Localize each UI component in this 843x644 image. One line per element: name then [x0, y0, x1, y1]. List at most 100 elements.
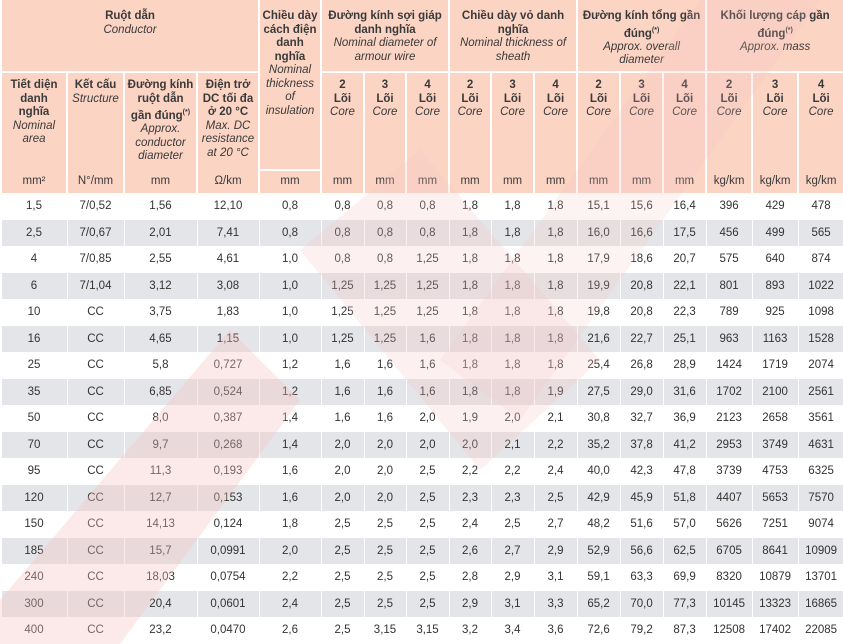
table-cell: 1,8 [448, 219, 492, 246]
table-cell: 4631 [797, 431, 843, 458]
table-cell: 2,0 [405, 431, 450, 458]
table-cell: 23,2 [123, 617, 198, 644]
table-cell: 12,7 [123, 484, 198, 511]
table-body: 1,5 7/0,52 1,56 12,10 0,8 0,8 0,8 0,8 1,8 1,8 1,8 1… [0, 193, 843, 644]
table-cell: 1,8 [533, 299, 578, 326]
table-cell: 40,0 [576, 458, 621, 485]
table-cell: 45,9 [619, 484, 664, 511]
table-cell: 0,8 [405, 193, 450, 220]
table-cell: 15,1 [576, 193, 621, 220]
table-row: 185 CC 15,7 0,0991 2,0 2,5 2,5 2,5 2,6 2,7 2,9 52,9… [0, 537, 843, 564]
table-cell: 65,2 [576, 590, 621, 617]
table-cell: 27,5 [576, 378, 621, 405]
table-cell: 5,8 [123, 352, 198, 379]
armour-core-header: 3 Lõi Core [363, 72, 407, 170]
table-cell: 0,8 [405, 219, 450, 246]
table-cell: 240 [0, 564, 68, 591]
sheath-group-header: Chiều dày vỏ danh nghĩa Nominal thickness… [448, 0, 579, 73]
table-cell: 7/1,04 [66, 272, 125, 299]
table-cell: 13701 [797, 564, 843, 591]
table-cell: 9,7 [123, 431, 198, 458]
sheath-core-header: 4 Lõi Core [533, 72, 579, 170]
table-cell: 3,75 [123, 299, 198, 326]
table-cell: 2100 [751, 378, 799, 405]
table-cell: 36,9 [662, 405, 707, 432]
table-cell: 20,8 [619, 299, 664, 326]
table-cell: 18,03 [123, 564, 198, 591]
table-cell: 9074 [797, 511, 843, 538]
table-cell: 70 [0, 431, 68, 458]
table-cell: 2,3 [490, 484, 535, 511]
table-cell: 69,9 [662, 564, 707, 591]
table-row: 50 CC 8,0 0,387 1,4 1,6 1,6 2,0 1,9 2,0 2,1 30,8 32,… [0, 405, 843, 432]
table-cell: 3,1 [533, 564, 578, 591]
table-cell: 2,9 [533, 537, 578, 564]
table-cell: 4407 [705, 484, 753, 511]
table-cell: 10909 [797, 537, 843, 564]
table-cell: 0,8 [363, 219, 407, 246]
table-cell: 1,83 [196, 299, 260, 326]
table-cell: 2,0 [258, 537, 322, 564]
conductor-group-header: Ruột dẫn Conductor [0, 0, 260, 73]
table-cell: 1,25 [405, 272, 450, 299]
table-cell: 1,6 [405, 325, 450, 352]
unit-cell: kg/km [751, 170, 800, 193]
table-cell: 2,0 [490, 405, 535, 432]
unit-conductor-diameter: mm [123, 170, 198, 193]
table-cell: 51,8 [662, 484, 707, 511]
table-cell: 2123 [705, 405, 753, 432]
table-cell: CC [66, 325, 125, 352]
table-cell: 3,2 [448, 617, 492, 644]
table-cell: 37,8 [619, 431, 664, 458]
table-cell: 57,0 [662, 511, 707, 538]
table-cell: 1,4 [258, 431, 322, 458]
table-cell: 1528 [797, 325, 843, 352]
table-cell: 0,8 [258, 193, 322, 220]
table-cell: CC [66, 590, 125, 617]
table-cell: 72,6 [576, 617, 621, 644]
table-row: 300 CC 20,4 0,0601 2,4 2,5 2,5 2,5 2,9 3,1 3,3 65,2… [0, 590, 843, 617]
table-cell: 1,8 [490, 246, 535, 273]
table-cell: 2953 [705, 431, 753, 458]
table-cell: 2,5 [320, 617, 365, 644]
table-cell: 2,3 [448, 484, 492, 511]
structure-header: Kết cấu Structure [66, 72, 125, 170]
table-cell: 499 [751, 219, 799, 246]
overall-diameter-group-header: Đường kính tổng gần đúng(*) Approx. overa… [576, 0, 708, 73]
table-cell: 2,0 [405, 405, 450, 432]
table-cell: 70,0 [619, 590, 664, 617]
table-cell: 1,8 [490, 352, 535, 379]
table-cell: 30,8 [576, 405, 621, 432]
table-cell: 10 [0, 299, 68, 326]
table-cell: 1,8 [490, 219, 535, 246]
table-row: 35 CC 6,85 0,524 1,2 1,6 1,6 1,6 1,8 1,8 1,9 27,5 29… [0, 378, 843, 405]
table-cell: 2,4 [533, 458, 578, 485]
table-cell: 1,8 [533, 272, 578, 299]
table-cell: 15,7 [123, 537, 198, 564]
table-cell: 2074 [797, 352, 843, 379]
table-cell: 1424 [705, 352, 753, 379]
table-cell: 300 [0, 590, 68, 617]
table-cell: 1702 [705, 378, 753, 405]
table-cell: 2,5 [533, 484, 578, 511]
sheath-core-header: 2 Lõi Core [448, 72, 493, 170]
table-cell: 7/0,85 [66, 246, 125, 273]
table-cell: 4 [0, 246, 68, 273]
table-cell: 10879 [751, 564, 799, 591]
table-cell: 25,1 [662, 325, 707, 352]
table-cell: 3739 [705, 458, 753, 485]
table-cell: 3561 [797, 405, 843, 432]
table-cell: 2,5 [320, 537, 365, 564]
table-cell: 59,1 [576, 564, 621, 591]
table-cell: 3,12 [123, 272, 198, 299]
table-cell: 1,8 [533, 352, 578, 379]
table-cell: 2,0 [363, 458, 407, 485]
table-cell: 2,5 [363, 590, 407, 617]
unit-structure: N°/mm [66, 170, 125, 193]
table-cell: 1,5 [0, 193, 68, 220]
table-cell: 1,25 [405, 246, 450, 273]
table-cell: 1,8 [490, 299, 535, 326]
table-row: 400 CC 23,2 0,0470 2,6 2,5 3,15 3,15 3,2 3,4 3,6 72… [0, 617, 843, 644]
table-cell: 20,7 [662, 246, 707, 273]
table-cell: 50 [0, 405, 68, 432]
